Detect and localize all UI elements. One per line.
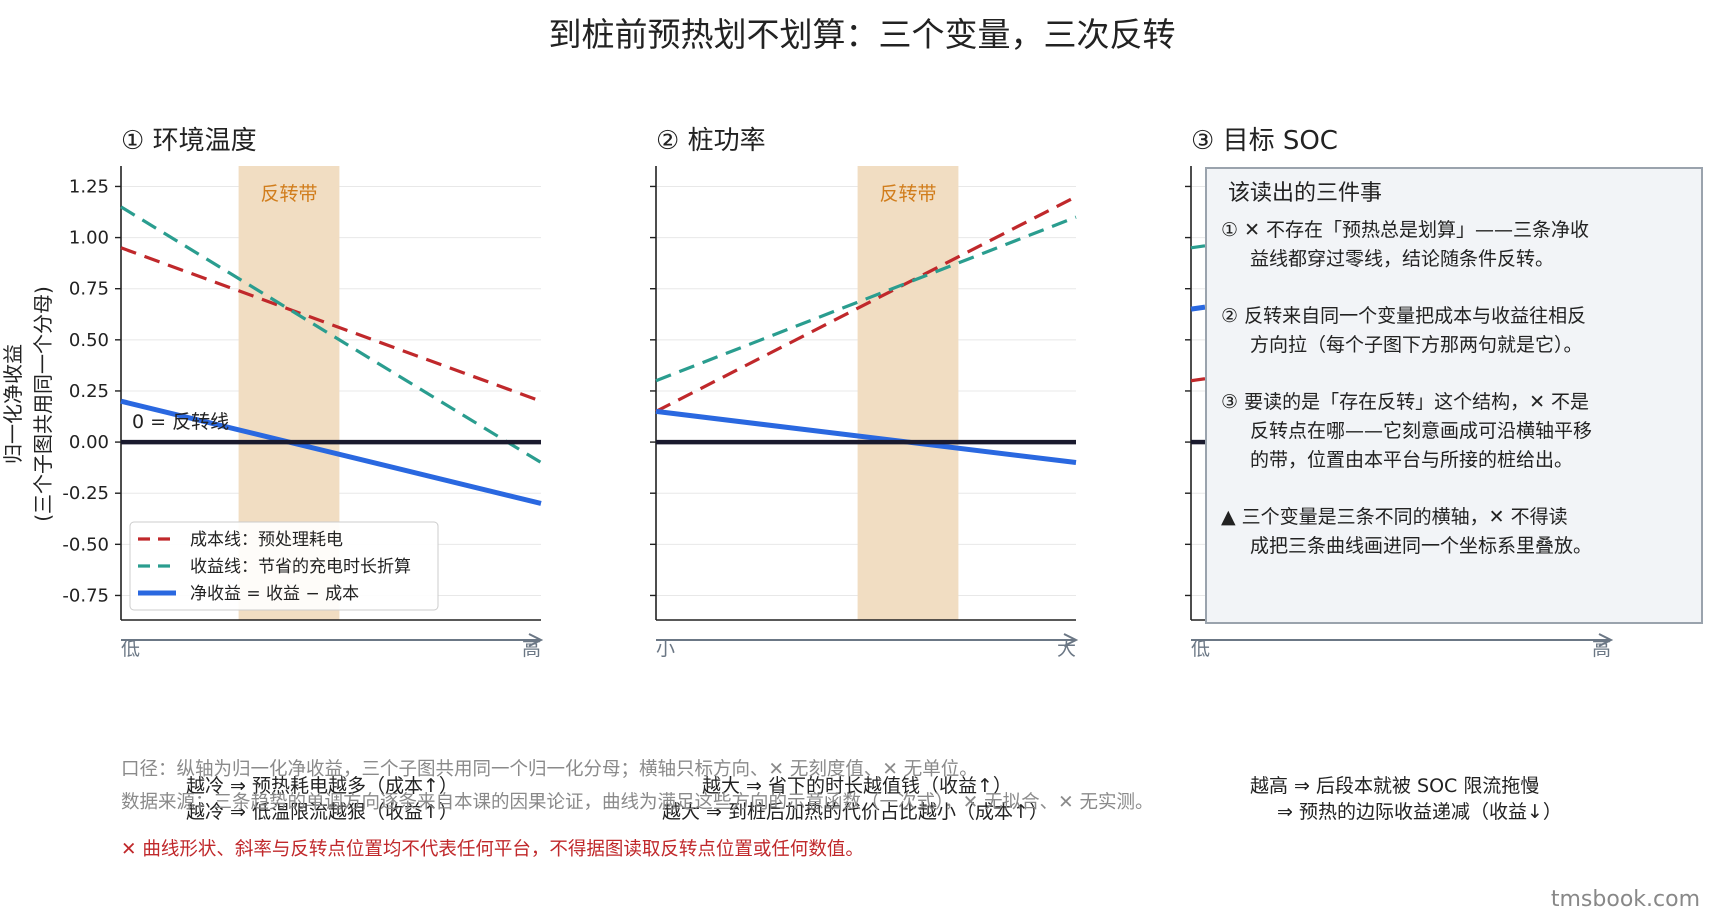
y-tick-label: -0.50 <box>62 534 109 555</box>
subplot-caption: 越大 ⇒ 省下的时长越值钱（收益↑） <box>702 775 1012 797</box>
y-tick-label: 0.50 <box>69 330 109 351</box>
x-direction-arrowhead <box>1063 633 1079 647</box>
info-panel-line: ▲ 三个变量是三条不同的横轴，✕ 不得读 <box>1221 506 1568 528</box>
info-panel-line: 的带，位置由本平台与所接的桩给出。 <box>1250 449 1573 471</box>
legend-label-cost: 成本线：预处理耗电 <box>190 530 343 550</box>
series-stub-benefit <box>1190 244 1206 250</box>
legend-label-benefit: 收益线：节省的充电时长折算 <box>190 557 411 577</box>
info-panel-box <box>1205 167 1703 624</box>
y-tick-label: -0.25 <box>62 483 109 504</box>
x-direction-arrowhead <box>528 633 544 647</box>
x-low-label: 低 <box>121 638 140 660</box>
zero-line-label: 0 = 反转线 <box>132 411 229 433</box>
series-line-net <box>120 398 542 506</box>
info-panel-line: ③ 要读的是「存在反转」这个结构，✕ 不是 <box>1221 391 1589 413</box>
info-panel-line: 益线都穿过零线，结论随条件反转。 <box>1250 248 1554 270</box>
series-line-net <box>655 408 1077 466</box>
reversal-band <box>857 166 959 620</box>
figure-title: 到桩前预热划不划算：三个变量，三次反转 <box>549 15 1176 54</box>
y-tick-label: 0.75 <box>69 279 109 300</box>
subplot-caption: 越大 ⇒ 到桩后加热的代价占比越小（成本↑） <box>662 801 1048 823</box>
x-direction-arrowhead <box>1598 633 1614 647</box>
subplot-3: ③ 目标 SOC 低 高越高 ⇒ 后段本就被 SOC 限流拖慢 ⇒ 预热的边际收益递减… <box>1185 126 1614 823</box>
legend-label-net: 净收益 = 收益 − 成本 <box>190 584 359 604</box>
y-tick-label: 0.25 <box>69 381 109 402</box>
x-low-label: 小 <box>656 638 675 660</box>
footer-line-2: 数据来源：三条趋势的单调方向逐条来自本课的因果论证，曲线为满足这些方向的示意函数… <box>121 792 1154 813</box>
footer-notes: 口径：纵轴为归一化净收益，三个子图共用同一个归一化分母；横轴只标方向、✕ 无刻度… <box>121 759 1154 860</box>
subplot-caption: 越高 ⇒ 后段本就被 SOC 限流拖慢 <box>1250 775 1539 797</box>
y-axis-label-line2: (三个子图共用同一个分母) <box>31 286 55 522</box>
subplot-caption: 越冷 ⇒ 预热耗电越多（成本↑） <box>186 775 458 797</box>
info-panel-line: ② 反转来自同一个变量把成本与收益往相反 <box>1221 305 1586 327</box>
info-panel-line: ① ✕ 不存在「预热总是划算」——三条净收 <box>1221 219 1589 241</box>
footer-line-3: ✕ 曲线形状、斜率与反转点位置均不代表任何平台，不得据图读取反转点位置或任何数值… <box>121 839 864 860</box>
y-tick-label: 1.00 <box>69 228 109 249</box>
reversal-band-label: 反转带 <box>260 183 317 205</box>
subplot-caption: 越冷 ⇒ 低温限流越狠（收益↑） <box>186 801 458 823</box>
series-stub-net <box>1190 304 1206 312</box>
subplot-caption: ⇒ 预热的边际收益递减（收益↓） <box>1277 801 1562 823</box>
x-high-label: 高 <box>1592 638 1611 660</box>
info-panel-line: 成把三条曲线画进同一个坐标系里叠放。 <box>1250 535 1592 557</box>
info-panel: 该读出的三件事 ① ✕ 不存在「预热总是划算」——三条净收益线都穿过零线，结论随… <box>1205 167 1703 624</box>
series-line-cost <box>655 195 1077 413</box>
series-line-benefit <box>120 205 542 464</box>
subplot-title: ① 环境温度 <box>121 126 257 156</box>
footer-line-1: 口径：纵轴为归一化净收益，三个子图共用同一个归一化分母；横轴只标方向、✕ 无刻度… <box>121 759 978 780</box>
y-tick-label: 1.25 <box>69 176 109 197</box>
reversal-band-label: 反转带 <box>879 183 936 205</box>
subplot-title: ③ 目标 SOC <box>1191 126 1338 156</box>
y-axis-label: 归一化净收益 (三个子图共用同一个分母) <box>1 286 55 522</box>
x-high-label: 大 <box>1057 638 1076 660</box>
x-low-label: 低 <box>1191 638 1210 660</box>
y-tick-label: 0.00 <box>69 432 109 453</box>
series-line-benefit <box>655 215 1077 383</box>
subplot-title: ② 桩功率 <box>656 126 766 156</box>
watermark: tmsbook.com <box>1551 887 1700 912</box>
y-axis-label-line1: 归一化净收益 <box>1 344 25 464</box>
y-tick-label: -0.75 <box>62 585 109 606</box>
legend-box <box>129 521 439 611</box>
x-high-label: 高 <box>522 638 541 660</box>
info-panel-title: 该读出的三件事 <box>1228 181 1382 206</box>
info-panel-line: 反转点在哪——它刻意画成可沿横轴平移 <box>1250 420 1592 442</box>
series-stub-cost <box>1190 377 1206 383</box>
info-panel-line: 方向拉（每个子图下方那两句就是它）。 <box>1250 334 1583 356</box>
